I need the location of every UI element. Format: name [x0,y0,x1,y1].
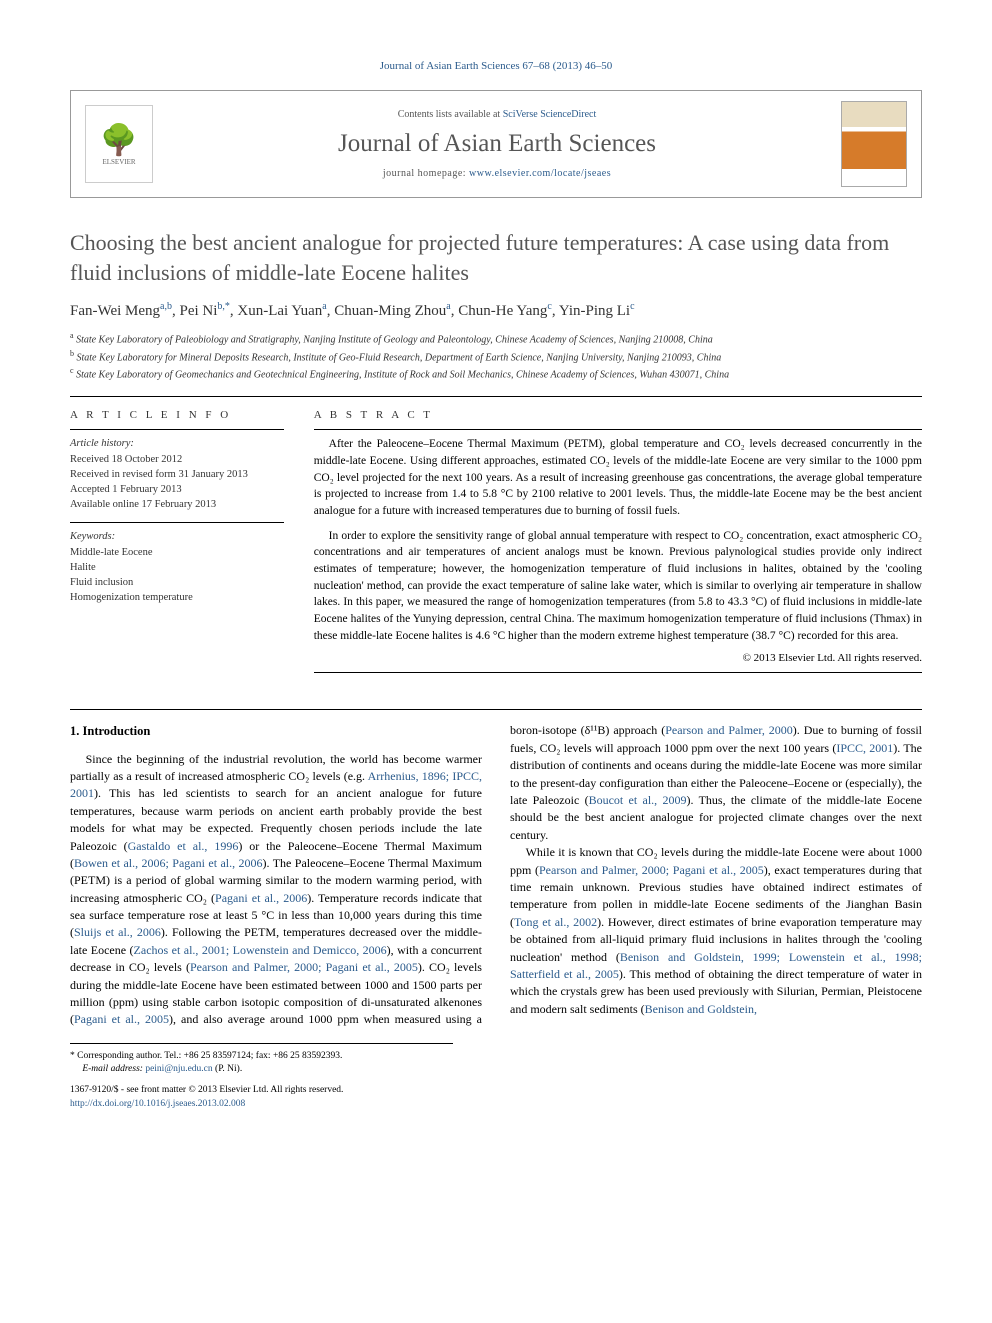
author-4: , Chuan-Ming Zhou [327,303,447,319]
contents-available-line: Contents lists available at SciVerse Sci… [167,109,827,120]
keyword-4: Homogenization temperature [70,590,284,605]
affiliation-b-text: State Key Laboratory for Mineral Deposit… [77,352,722,363]
author-6-sup: c [630,301,634,312]
affiliation-b: b State Key Laboratory for Mineral Depos… [70,348,922,365]
cite-pagani-2006[interactable]: Pagani et al., 2006 [215,891,307,905]
abstract-p1: After the Paleocene–Eocene Thermal Maxim… [314,436,922,519]
abstract-bottom-rule [314,672,922,673]
mid-rule [70,709,922,710]
author-5: , Chun-He Yang [451,303,548,319]
authors-line: Fan-Wei Menga,b, Pei Nib,*, Xun-Lai Yuan… [70,301,922,320]
author-1-sup: a,b [160,301,172,312]
cite-pearson-palmer[interactable]: Pearson and Palmer, 2000 [665,723,793,737]
author-3: , Xun-Lai Yuan [230,303,322,319]
homepage-label: journal homepage: [383,168,469,179]
keyword-3: Fluid inclusion [70,575,284,590]
article-info-column: A R T I C L E I N F O Article history: R… [70,409,284,679]
corresponding-email-line: E-mail address: peini@nju.edu.cn (P. Ni)… [70,1063,453,1076]
info-rule-2 [70,522,284,523]
author-2-sup: b,* [217,301,230,312]
cite-benison-goldstein[interactable]: Benison and Goldstein, [645,1002,757,1016]
abstract-p2: In order to explore the sensitivity rang… [314,528,922,645]
page-container: Journal of Asian Earth Sciences 67–68 (2… [0,0,992,1151]
header-center: Contents lists available at SciVerse Sci… [167,109,827,179]
history-revised: Received in revised form 31 January 2013 [70,467,284,482]
affiliation-a: a State Key Laboratory of Paleobiology a… [70,330,922,347]
abstract-copyright: © 2013 Elsevier Ltd. All rights reserved… [314,652,922,664]
email-link[interactable]: peini@nju.edu.cn [145,1064,212,1074]
body-columns: 1. Introduction Since the beginning of t… [70,722,922,1028]
article-history-block: Article history: Received 18 October 201… [70,436,284,512]
cite-pagani-2005[interactable]: Pagani et al., 2005 [74,1012,169,1026]
email-label: E-mail address: [82,1064,145,1074]
keywords-label: Keywords: [70,529,284,544]
homepage-line: journal homepage: www.elsevier.com/locat… [167,168,827,179]
journal-name: Journal of Asian Earth Sciences [167,130,827,158]
affiliations-block: a State Key Laboratory of Paleobiology a… [70,330,922,382]
cite-sluijs[interactable]: Sluijs et al., 2006 [74,925,161,939]
elsevier-label: ELSEVIER [102,158,135,166]
author-6: , Yin-Ping Li [552,303,630,319]
article-info-heading: A R T I C L E I N F O [70,409,284,421]
email-suffix: (P. Ni). [213,1064,243,1074]
footer-block: 1367-9120/$ - see front matter © 2013 El… [70,1084,922,1111]
corresponding-line: * Corresponding author. Tel.: +86 25 835… [70,1050,453,1063]
sciencedirect-link[interactable]: SciVerse ScienceDirect [503,109,597,120]
author-2: , Pei Ni [172,303,217,319]
citation-header: Journal of Asian Earth Sciences 67–68 (2… [70,60,922,72]
elsevier-logo: 🌳 ELSEVIER [85,105,153,183]
corr-text: Corresponding author. Tel.: +86 25 83597… [75,1051,343,1061]
history-received: Received 18 October 2012 [70,452,284,467]
corresponding-author-block: * Corresponding author. Tel.: +86 25 835… [70,1043,453,1077]
cite-zachos-lowenstein[interactable]: Zachos et al., 2001; Lowenstein and Demi… [134,943,387,957]
affiliation-c: c State Key Laboratory of Geomechanics a… [70,365,922,382]
history-accepted: Accepted 1 February 2013 [70,482,284,497]
abstract-column: A B S T R A C T After the Paleocene–Eoce… [314,409,922,679]
affiliation-a-text: State Key Laboratory of Paleobiology and… [76,335,713,346]
cite-pearson-pagani-2[interactable]: Pearson and Palmer, 2000; Pagani et al.,… [539,863,764,877]
body-p2: While it is known that CO₂ levels during… [510,844,922,1018]
cite-ipcc-2001[interactable]: IPCC, 2001 [836,741,893,755]
article-title: Choosing the best ancient analogue for p… [70,228,922,287]
keywords-block: Keywords: Middle-late Eocene Halite Flui… [70,529,284,605]
top-rule [70,396,922,397]
abstract-rule [314,429,922,430]
section-1-heading: 1. Introduction [70,722,482,740]
contents-text: Contents lists available at [398,109,503,120]
cite-gastaldo[interactable]: Gastaldo et al., 1996 [128,839,239,853]
abstract-heading: A B S T R A C T [314,409,922,421]
footer-copyright: 1367-9120/$ - see front matter © 2013 El… [70,1084,922,1097]
keyword-2: Halite [70,560,284,575]
cite-pearson-pagani[interactable]: Pearson and Palmer, 2000; Pagani et al.,… [190,960,418,974]
cite-bowen-pagani[interactable]: Bowen et al., 2006; Pagani et al., 2006 [74,856,263,870]
history-online: Available online 17 February 2013 [70,497,284,512]
keyword-1: Middle-late Eocene [70,545,284,560]
affiliation-c-text: State Key Laboratory of Geomechanics and… [76,369,729,380]
journal-header-box: 🌳 ELSEVIER Contents lists available at S… [70,90,922,198]
journal-cover-thumbnail [841,101,907,187]
elsevier-tree-icon: 🌳 [100,123,137,158]
cite-boucot[interactable]: Boucot et al., 2009 [589,793,687,807]
cite-tong[interactable]: Tong et al., 2002 [514,915,597,929]
history-label: Article history: [70,436,284,451]
citation-text: Journal of Asian Earth Sciences 67–68 (2… [380,60,612,72]
info-abstract-row: A R T I C L E I N F O Article history: R… [70,409,922,679]
doi-link[interactable]: http://dx.doi.org/10.1016/j.jseaes.2013.… [70,1098,922,1111]
author-1: Fan-Wei Meng [70,303,160,319]
homepage-url-link[interactable]: www.elsevier.com/locate/jseaes [469,168,611,179]
info-rule-1 [70,429,284,430]
